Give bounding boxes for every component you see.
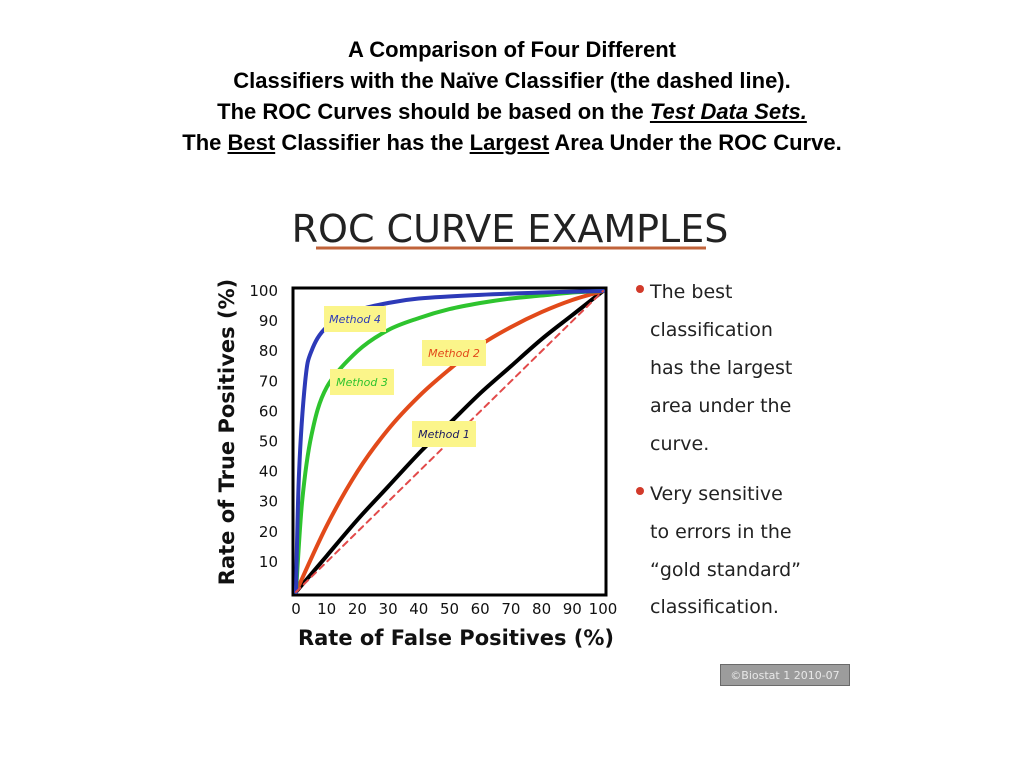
- annotation-2: Very sensitive to errors in the “gold st…: [650, 483, 807, 618]
- x-tick-label: 90: [563, 600, 582, 618]
- chart-title: ROC CURVE EXAMPLES: [292, 207, 729, 251]
- legend-labels: Method 1 Method 2 Method 3 Method 4: [324, 306, 486, 447]
- title-line-1: A Comparison of Four Different: [348, 37, 676, 62]
- y-tick-label: 50: [259, 433, 278, 451]
- y-tick-label: 40: [259, 463, 278, 481]
- x-tick-label: 80: [532, 600, 551, 618]
- label-note-bg: [412, 421, 476, 447]
- slide-title: A Comparison of Four Different Classifie…: [0, 34, 1024, 158]
- title-line-3: The ROC Curves should be based on the Te…: [0, 96, 1024, 127]
- title-line-2: Classifiers with the Naïve Classifier (t…: [233, 68, 791, 93]
- x-tick-label: 60: [471, 600, 490, 618]
- y-tick-label: 90: [259, 312, 278, 330]
- x-tick-label: 10: [317, 600, 336, 618]
- label-note-text: Method 2: [428, 347, 480, 360]
- title-line-4-e: Area Under the ROC Curve.: [549, 130, 842, 155]
- annotation-1: The best classification has the largest …: [649, 281, 798, 455]
- series-label-3: Method 3: [330, 369, 394, 395]
- tick-layer: 0 10 20 30 40 50 60 70 80 90 100 10 20 30 40 50 60 70 80 90…: [249, 282, 617, 618]
- title-line-4-c: Classifier has the: [275, 130, 470, 155]
- label-note-bg: [330, 369, 394, 395]
- series-label-1: Method 1: [412, 421, 476, 447]
- y-tick-label: 100: [249, 282, 278, 300]
- y-tick-label: 20: [259, 523, 278, 541]
- label-note-text: Method 3: [336, 376, 388, 389]
- x-tick-label: 70: [501, 600, 520, 618]
- x-tick-label: 50: [440, 600, 459, 618]
- y-tick-label: 30: [259, 493, 278, 511]
- x-tick-label: 20: [348, 600, 367, 618]
- y-tick-label: 10: [259, 553, 278, 571]
- x-tick-label: 0: [291, 600, 301, 618]
- x-tick-label: 30: [379, 600, 398, 618]
- best-emphasis: Best: [227, 130, 276, 155]
- label-note-bg: [324, 306, 386, 332]
- y-axis-label: Rate of True Positives (%): [215, 279, 239, 585]
- test-data-sets-emphasis: Test Data Sets.: [649, 99, 807, 124]
- largest-emphasis: Largest: [469, 130, 550, 155]
- series-line-2: [294, 289, 605, 594]
- plot-frame: [291, 286, 608, 597]
- series-label-2: Method 2: [422, 340, 486, 366]
- y-tick-label: 70: [259, 372, 278, 390]
- title-line-4-a: The: [182, 130, 228, 155]
- y-tick-label: 60: [259, 402, 278, 420]
- series-label-4: Method 4: [324, 306, 386, 332]
- bullet-1: [636, 285, 644, 293]
- title-line-3-text: The ROC Curves should be based on the: [217, 99, 650, 124]
- label-note-bg: [422, 340, 486, 366]
- series-line-3: [294, 289, 605, 594]
- title-line-4: The Best Classifier has the Largest Area…: [0, 127, 1024, 158]
- x-tick-label: 40: [409, 600, 428, 618]
- label-note-text: Method 1: [418, 428, 470, 441]
- watermark-logo: ©Biostat 1 2010-07: [720, 664, 850, 686]
- y-tick-label: 80: [259, 342, 278, 360]
- bullet-2: [636, 487, 644, 495]
- label-note-text: Method 4: [329, 313, 381, 326]
- x-tick-label: 100: [589, 600, 618, 618]
- x-axis-label: Rate of False Positives (%): [298, 626, 614, 650]
